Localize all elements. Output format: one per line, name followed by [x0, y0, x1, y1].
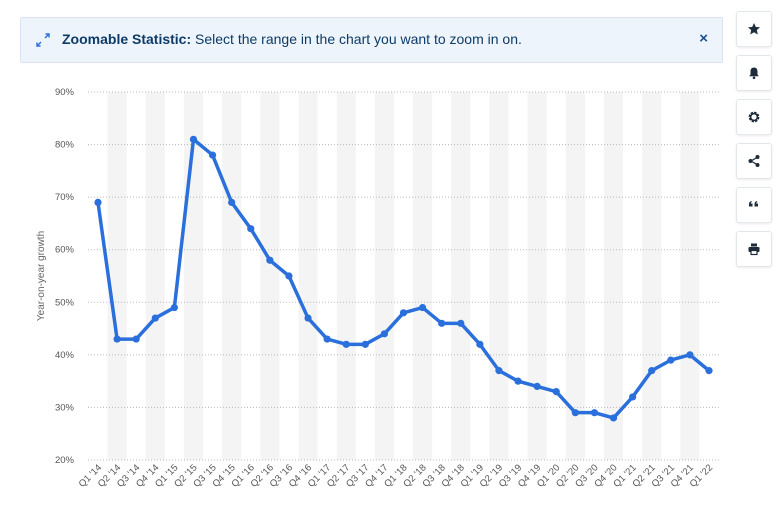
column-band [527, 92, 547, 460]
data-point [342, 340, 350, 348]
data-point [418, 303, 427, 312]
y-tick-label: 70% [55, 192, 75, 203]
data-point [323, 335, 331, 343]
data-point [495, 367, 503, 375]
quote-icon [749, 201, 758, 207]
print-button[interactable] [736, 231, 772, 267]
share-icon [748, 155, 760, 167]
data-point [113, 335, 121, 343]
close-button[interactable]: × [699, 30, 708, 47]
print-icon [748, 243, 760, 256]
data-point [667, 356, 675, 364]
gear-icon [748, 111, 760, 123]
column-band [451, 92, 471, 460]
column-band [107, 92, 127, 460]
column-band [260, 92, 280, 460]
y-axis-title: Year-on-year growth [36, 231, 47, 321]
data-point [208, 151, 217, 159]
y-tick-label: 20% [55, 455, 75, 466]
action-toolbar [736, 11, 772, 275]
y-tick-label: 90% [55, 87, 75, 98]
data-point [285, 272, 293, 280]
favorite-button[interactable] [736, 11, 772, 47]
column-band [298, 92, 318, 460]
data-point [399, 309, 408, 317]
share-button[interactable] [736, 143, 772, 179]
y-tick-label: 50% [55, 297, 75, 308]
data-point [648, 367, 656, 375]
data-point [609, 414, 618, 422]
y-tick-label: 80% [55, 140, 75, 151]
data-point [629, 393, 637, 401]
column-band [680, 92, 700, 460]
column-band [222, 92, 242, 460]
data-point [552, 388, 560, 396]
column-band [565, 92, 585, 460]
data-point [361, 340, 369, 348]
column-band [374, 92, 394, 460]
data-point [438, 319, 446, 327]
y-tick-label: 60% [55, 245, 75, 256]
expand-icon [36, 33, 50, 47]
y-tick-label: 30% [55, 402, 75, 413]
column-band [489, 92, 509, 460]
column-band [642, 92, 662, 460]
data-point [94, 198, 102, 206]
data-point [228, 198, 236, 206]
star-icon [748, 23, 760, 35]
banner-title: Zoomable Statistic: [62, 31, 192, 47]
data-point [266, 256, 274, 264]
settings-button[interactable] [736, 99, 772, 135]
data-point [151, 314, 159, 322]
y-tick-label: 40% [55, 350, 75, 361]
data-point [457, 319, 465, 327]
notification-button[interactable] [736, 55, 772, 91]
column-band [413, 92, 433, 460]
banner-message: Select the range in the chart you want t… [195, 31, 522, 47]
data-point [304, 314, 312, 322]
data-point [514, 377, 522, 385]
data-point [170, 303, 178, 312]
data-point [380, 330, 389, 338]
column-band [603, 92, 624, 460]
banner-text: Zoomable Statistic: Select the range in … [62, 31, 522, 47]
data-point [247, 225, 255, 233]
data-point [705, 367, 713, 375]
data-point [571, 409, 579, 417]
data-point [189, 135, 198, 143]
data-point [132, 335, 140, 343]
data-point [590, 409, 599, 417]
data-point [533, 382, 541, 390]
data-point [686, 351, 694, 359]
zoom-banner: Zoomable Statistic: Select the range in … [20, 17, 723, 63]
bell-icon [749, 67, 759, 80]
data-point [476, 340, 484, 348]
column-band [336, 92, 356, 460]
column-band [145, 92, 165, 460]
cite-button[interactable] [736, 187, 772, 223]
